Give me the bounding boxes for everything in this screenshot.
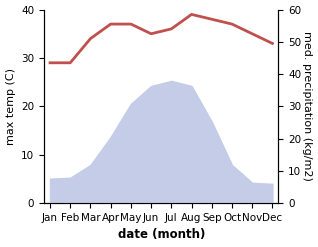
X-axis label: date (month): date (month) <box>118 228 205 242</box>
Y-axis label: max temp (C): max temp (C) <box>5 68 16 145</box>
Y-axis label: med. precipitation (kg/m2): med. precipitation (kg/m2) <box>302 31 313 181</box>
